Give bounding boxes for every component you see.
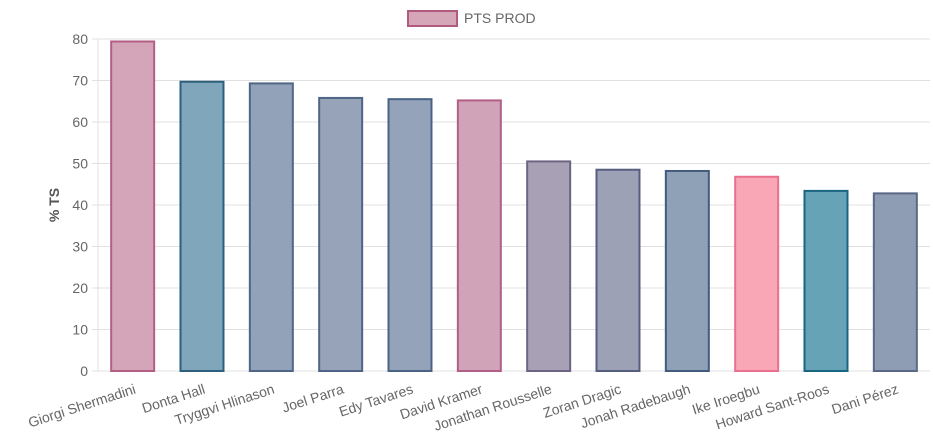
legend-swatch	[407, 10, 458, 27]
y-tick-label: 20	[72, 280, 88, 296]
y-tick-label: 70	[72, 73, 88, 89]
bar-10[interactable]	[803, 189, 849, 372]
legend[interactable]: PTS PROD	[407, 10, 536, 27]
bar-7[interactable]	[595, 168, 641, 372]
y-tick-label: 80	[72, 31, 88, 47]
bars	[110, 40, 918, 373]
x-tick-label: Joel Parra	[280, 381, 346, 416]
y-tick-label: 0	[80, 363, 88, 379]
bar-8[interactable]	[664, 169, 710, 372]
y-tick-label: 30	[72, 239, 88, 255]
bar-6[interactable]	[526, 160, 572, 372]
x-tick-label: Dani Pérez	[829, 381, 900, 418]
y-tick-label: 50	[72, 156, 88, 172]
bar-9[interactable]	[734, 175, 780, 372]
bar-0[interactable]	[110, 40, 156, 373]
bar-5[interactable]	[456, 99, 502, 372]
bar-2[interactable]	[248, 82, 294, 372]
bar-1[interactable]	[179, 80, 225, 373]
legend-label: PTS PROD	[464, 10, 536, 26]
gridlines	[92, 38, 930, 372]
y-tick-label: 40	[72, 197, 88, 213]
bar-11[interactable]	[872, 192, 918, 372]
bar-4[interactable]	[387, 98, 433, 373]
y-axis-ticks: 0 10 20 30 40 50 60 70 80	[72, 31, 88, 379]
y-tick-label: 60	[72, 114, 88, 130]
x-tick-label: Jonathan Rousselle	[432, 381, 554, 434]
x-tick-label: Giorgi Shermadini	[26, 381, 138, 431]
y-tick-label: 10	[72, 322, 88, 338]
bar-3[interactable]	[318, 96, 364, 373]
y-axis-title: % TS	[46, 188, 62, 222]
